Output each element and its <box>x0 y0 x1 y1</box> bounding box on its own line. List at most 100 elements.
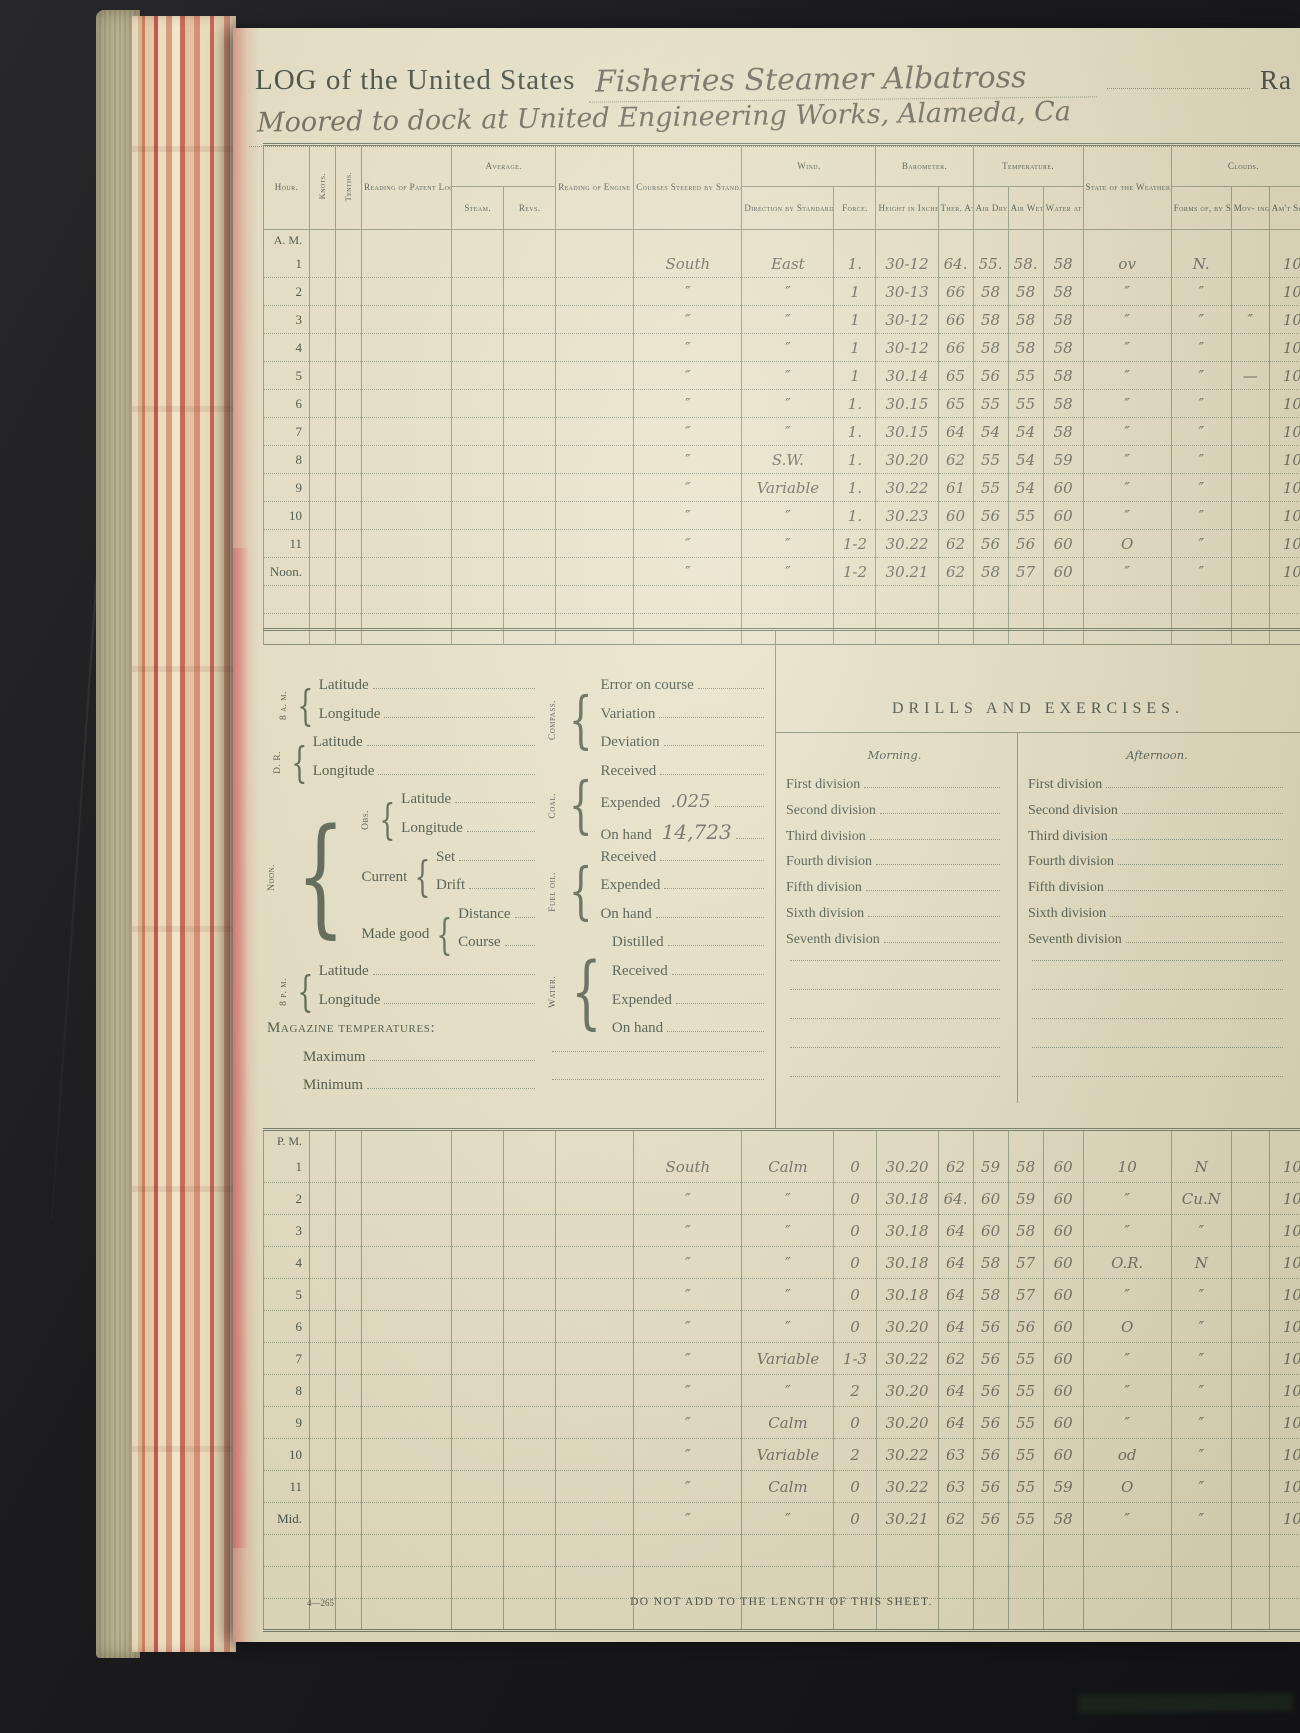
cloud-moving-cell <box>1230 1438 1270 1471</box>
compass-group: Compass. { Error on course Variation Dev… <box>548 677 767 763</box>
cloud-amount-cell: 10 <box>1268 1278 1300 1311</box>
ther-cell <box>937 1534 974 1567</box>
air-dry-cell: 56 <box>972 529 1009 558</box>
water-cell: 58 <box>1042 417 1084 446</box>
position-noon-group: Noon. { Obs. { Latitude Longitude Curren… <box>267 791 538 963</box>
col-knots: Knots. <box>309 144 337 230</box>
courses-cell <box>633 1566 743 1599</box>
ther-cell: 62 <box>937 1502 974 1535</box>
wind-direction-cell: Calm <box>741 1406 835 1439</box>
log-row <box>262 1534 1300 1567</box>
ther-cell: 64 <box>937 1214 974 1247</box>
coal-group: Coal. { Received Expended .025 On hand 14,… <box>548 763 767 849</box>
air-wet-cell: 58 <box>1007 305 1044 334</box>
courses-cell <box>633 1598 743 1631</box>
cloud-moving-cell <box>1230 389 1270 418</box>
weather-cell: ″ <box>1082 1342 1172 1375</box>
cloud-moving-cell <box>1230 1310 1270 1343</box>
barometer-cell: 30.22 <box>875 1438 939 1471</box>
cloud-amount-cell: 10 <box>1268 501 1300 530</box>
hour-cell: 5 <box>262 1278 311 1311</box>
wind-direction-cell <box>741 1534 835 1567</box>
wind-force-cell: 0 <box>833 1278 877 1311</box>
courses-cell: ″ <box>633 1214 743 1247</box>
division-row: Seventh division <box>1028 932 1286 958</box>
weather-cell: ″ <box>1082 305 1172 334</box>
longitude-label: Longitude <box>318 705 381 722</box>
ther-cell: 62 <box>937 1151 974 1183</box>
drift-label: Drift <box>436 877 466 894</box>
water-cell: 58 <box>1042 305 1084 334</box>
cloud-amount-cell: 10 <box>1268 361 1300 390</box>
water-label: Water. <box>548 975 558 1008</box>
log-row: 11 ″ ″ 1-2 30.22 62 56 56 60 O ″ <box>262 529 1300 558</box>
wind-force-cell: 0 <box>833 1214 877 1247</box>
weather-cell <box>1082 1598 1172 1631</box>
8am-label: 8 a. m. <box>279 691 289 721</box>
barometer-cell <box>875 1534 939 1567</box>
cloud-forms-cell: ″ <box>1170 445 1232 474</box>
courses-cell: ″ <box>633 1278 743 1311</box>
division-row: Sixth division <box>1028 906 1286 932</box>
water-cell: 60 <box>1042 1374 1084 1407</box>
ther-cell: 66 <box>937 333 974 362</box>
wind-direction-cell: ″ <box>741 1246 835 1279</box>
water-cell: 60 <box>1042 1246 1084 1279</box>
wind-force-cell: 1. <box>833 250 877 278</box>
made-good-label: Made good <box>361 925 430 942</box>
am-label: A. M. <box>262 229 311 250</box>
cloud-forms-cell: ″ <box>1170 1406 1232 1439</box>
wind-direction-cell: ″ <box>741 333 835 362</box>
wind-force-cell: 1. <box>833 417 877 446</box>
wind-force-cell: 1 <box>833 277 877 306</box>
drills-title: DRILLS AND EXERCISES. <box>891 700 1185 717</box>
barometer-cell: 30-12 <box>875 305 939 334</box>
col-height: Height in Inches. <box>875 186 939 230</box>
courses-cell: South <box>633 1151 743 1183</box>
cloud-forms-cell: Cu.N <box>1170 1182 1232 1215</box>
ther-cell: 66 <box>937 305 974 334</box>
brace: { <box>297 966 314 1016</box>
wind-direction-cell: Variable <box>741 1342 835 1375</box>
courses-cell: ″ <box>633 1246 743 1279</box>
barometer-cell: 30.22 <box>875 529 939 558</box>
cloud-moving-cell <box>1230 1151 1270 1183</box>
cloud-moving-cell <box>1230 557 1270 586</box>
ther-cell: 62 <box>937 557 974 586</box>
log-row: 6 ″ ″ 0 30.20 64 56 56 60 O ″ <box>262 1310 1300 1343</box>
distance-label: Distance <box>458 905 511 922</box>
col-hour: Hour. <box>262 144 311 230</box>
barometer-cell: 30.14 <box>875 361 939 390</box>
log-row: 9 ″ Calm 0 30.20 64 56 55 60 ″ ″ <box>262 1406 1300 1439</box>
weather-cell: ″ <box>1082 1278 1172 1311</box>
distilled-label: Distilled <box>611 934 664 951</box>
wind-direction-cell: ″ <box>741 361 835 390</box>
cloud-amount-cell: 10 <box>1268 389 1300 418</box>
obs-group: Obs. { Latitude Longitude <box>361 791 538 848</box>
air-wet-cell: 58 <box>1007 277 1044 306</box>
water-cell: 60 <box>1042 1310 1084 1343</box>
air-wet-cell: 54 <box>1007 417 1044 446</box>
barometer-cell <box>875 1598 939 1631</box>
courses-cell: ″ <box>633 1342 743 1375</box>
log-row: Mid. ″ ″ 0 30.21 62 56 55 58 ″ ″ <box>262 1502 1300 1535</box>
col-weather: State of the Weather, by Symbols. <box>1082 144 1172 230</box>
courses-cell: ″ <box>633 1502 743 1535</box>
cloud-forms-cell: ″ <box>1170 529 1232 558</box>
division-row: Seventh division <box>786 932 1003 958</box>
air-wet-cell: 58 <box>1007 1214 1044 1247</box>
cloud-amount-cell <box>1268 1534 1300 1567</box>
cloud-moving-cell <box>1230 1182 1270 1215</box>
barometer-cell: 30.22 <box>875 1342 939 1375</box>
air-dry-cell: 58 <box>972 1278 1009 1311</box>
cloud-forms-cell: ″ <box>1170 1374 1232 1407</box>
courses-cell: ″ <box>633 1438 743 1471</box>
ther-cell: 61 <box>937 473 974 502</box>
col-courses: Courses Steered by Standard Compass. <box>633 144 743 230</box>
position-column: 8 a. m. { Latitude Longitude D. R. { Lat… <box>263 631 548 1128</box>
division-row: Third division <box>786 829 1003 855</box>
log-row: 4 ″ ″ 0 30.18 64 58 57 60 O.R. N <box>262 1246 1300 1279</box>
weather-cell: ov <box>1082 250 1172 278</box>
cloud-amount-cell: 10 <box>1268 473 1300 502</box>
